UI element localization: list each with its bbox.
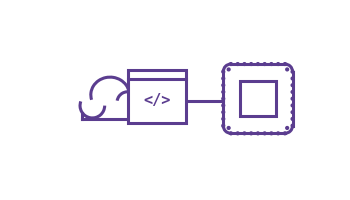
Circle shape [277,63,280,65]
Bar [128,70,186,123]
Circle shape [291,104,294,107]
Circle shape [291,118,294,120]
Circle shape [243,132,246,135]
Circle shape [222,70,225,73]
Circle shape [257,132,259,135]
Circle shape [291,70,294,73]
Circle shape [291,97,294,100]
Circle shape [222,84,225,87]
Circle shape [222,111,225,114]
Circle shape [222,118,225,120]
Circle shape [236,63,239,65]
Circle shape [291,91,294,93]
Circle shape [277,132,280,135]
Circle shape [291,111,294,114]
Circle shape [286,68,288,71]
Circle shape [263,132,266,135]
Circle shape [222,124,225,127]
Text: </>: </> [143,94,170,108]
Circle shape [286,127,288,129]
Circle shape [222,104,225,107]
Circle shape [222,97,225,100]
Circle shape [270,132,273,135]
Circle shape [222,77,225,80]
Circle shape [291,124,294,127]
Circle shape [236,132,239,135]
Circle shape [250,132,253,135]
Circle shape [263,63,266,65]
Circle shape [291,77,294,80]
Circle shape [243,63,246,65]
Circle shape [227,68,230,71]
Bar [240,81,276,116]
Circle shape [284,63,286,65]
Circle shape [270,63,273,65]
Circle shape [284,132,286,135]
Circle shape [222,91,225,93]
Circle shape [230,63,232,65]
Circle shape [291,84,294,87]
Circle shape [250,63,253,65]
Circle shape [230,132,232,135]
Circle shape [227,127,230,129]
Circle shape [257,63,259,65]
